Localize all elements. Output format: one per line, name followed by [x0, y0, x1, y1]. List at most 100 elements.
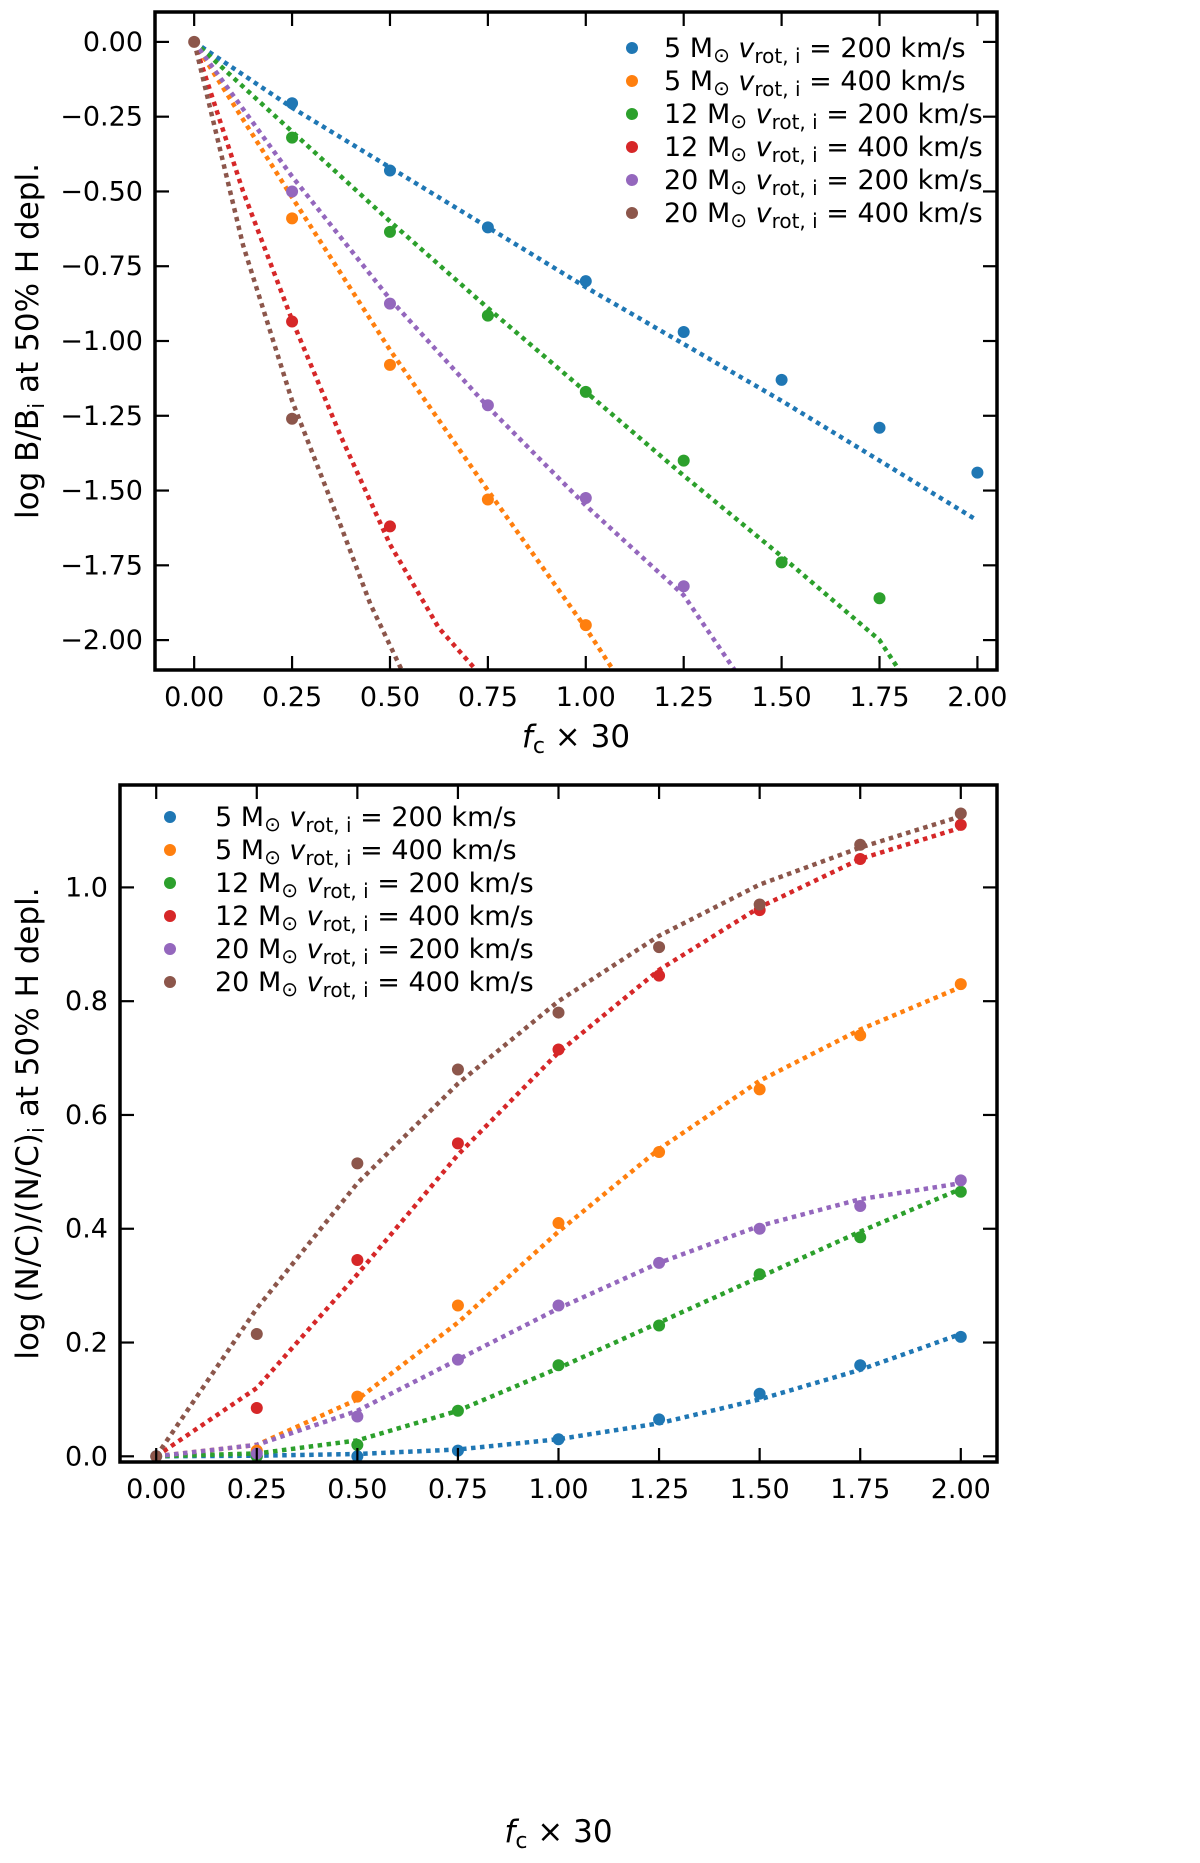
legend-entry-12msun-400: 12 M⊙ vrot, i = 400 km/s — [215, 901, 534, 936]
x-tick-label: 1.00 — [528, 1474, 588, 1505]
fit-line-5msun-400 — [192, 40, 616, 670]
point-12msun-400-1 — [351, 1254, 364, 1267]
point-5msun-400-1 — [383, 358, 396, 371]
point-20msun-200-1 — [383, 297, 396, 310]
x-tick-label: 1.50 — [730, 1474, 790, 1505]
legend-entry-12msun-400: 12 M⊙ vrot, i = 400 km/s — [664, 132, 983, 167]
legend-entry-20msun-200: 20 M⊙ vrot, i = 200 km/s — [664, 165, 983, 200]
legend-marker-5msun-200 — [164, 811, 176, 823]
fit-line-5msun-200 — [192, 40, 979, 523]
y-tick-label: 0.4 — [65, 1214, 108, 1245]
y-tick-label: 0.2 — [65, 1328, 108, 1359]
point-20msun-400-6 — [753, 898, 766, 911]
point-12msun-200-2 — [481, 309, 494, 322]
x-tick-label: 1.25 — [629, 1474, 689, 1505]
legend-marker-12msun-200 — [164, 877, 176, 889]
y-axis-label: log (N/C)/(N/C)i at 50% H depl. — [10, 887, 50, 1359]
point-12msun-200-2 — [451, 1404, 464, 1417]
point-5msun-400-7 — [954, 978, 967, 991]
point-12msun-200-6 — [854, 1231, 867, 1244]
point-20msun-200-2 — [481, 399, 494, 412]
point-20msun-200-2 — [451, 1353, 464, 1366]
x-tick-label: 0.25 — [227, 1474, 287, 1505]
legend-entry-5msun-200: 5 M⊙ vrot, i = 200 km/s — [215, 802, 517, 837]
legend-marker-12msun-200 — [626, 108, 638, 120]
legend-entry-5msun-400: 5 M⊙ vrot, i = 400 km/s — [215, 835, 517, 870]
point-12msun-200-5 — [753, 1268, 766, 1281]
legend-entry-12msun-200: 12 M⊙ vrot, i = 200 km/s — [215, 868, 534, 903]
point-5msun-200-4 — [552, 1433, 565, 1446]
x-tick-label: 0.75 — [428, 1474, 488, 1505]
point-12msun-400-0 — [250, 1401, 263, 1414]
y-tick-label: 0.0 — [65, 1441, 108, 1472]
fit-line-20msun-400 — [192, 41, 404, 670]
point-12msun-200-5 — [775, 556, 788, 569]
x-tick-label: 1.00 — [556, 682, 616, 713]
point-20msun-200-5 — [753, 1222, 766, 1235]
x-tick-label: 1.75 — [849, 682, 909, 713]
point-5msun-400-5 — [753, 1083, 766, 1096]
x-tick-label: 0.25 — [262, 682, 322, 713]
point-20msun-200-6 — [854, 1199, 867, 1212]
point-5msun-400-3 — [552, 1217, 565, 1230]
legend-marker-20msun-200 — [626, 174, 638, 186]
point-12msun-400-1 — [383, 520, 396, 533]
point-5msun-200-2 — [481, 221, 494, 234]
point-20msun-200-4 — [677, 580, 690, 593]
point-5msun-400-1 — [351, 1390, 364, 1403]
legend-entry-20msun-400: 20 M⊙ vrot, i = 400 km/s — [215, 967, 534, 1002]
chart-top-boron: 0.00 0.25 0.50 0.75 1.00 1.25 1.50 1.75 2.00 0.00… — [10, 10, 1007, 759]
x-tick-label: 1.25 — [654, 682, 714, 713]
point-12msun-200-3 — [579, 385, 592, 398]
fit-line-12msun-400 — [154, 825, 962, 1459]
legend-marker-20msun-400 — [626, 207, 638, 219]
legend-marker-20msun-400 — [164, 976, 176, 988]
point-12msun-400-2 — [451, 1137, 464, 1150]
point-12msun-200-4 — [653, 1319, 666, 1332]
legend-marker-5msun-400 — [164, 844, 176, 856]
x-tick-label: 2.00 — [931, 1474, 991, 1505]
point-5msun-200-1 — [383, 164, 396, 177]
y-axis-label: log B/Bi at 50% H depl. — [10, 163, 50, 519]
point-12msun-200-4 — [677, 454, 690, 467]
y-tick-label: 0.8 — [65, 986, 108, 1017]
point-20msun-400-1 — [250, 1327, 263, 1340]
point-5msun-200-5 — [775, 373, 788, 386]
legend-entry-5msun-200: 5 M⊙ vrot, i = 200 km/s — [664, 33, 966, 68]
point-12msun-400-4 — [653, 969, 666, 982]
point-12msun-400-0 — [286, 315, 299, 328]
point-20msun-200-1 — [351, 1410, 364, 1423]
point-12msun-200-1 — [383, 225, 396, 238]
point-20msun-200-7 — [954, 1174, 967, 1187]
point-20msun-400-1 — [286, 412, 299, 425]
y-tick-label: −0.50 — [60, 176, 143, 207]
point-20msun-400-2 — [351, 1157, 364, 1170]
fit-line-5msun-400 — [155, 984, 962, 1459]
x-tick-label: 2.00 — [947, 682, 1007, 713]
fit-line-20msun-200 — [192, 40, 737, 670]
fit-line-12msun-400 — [192, 41, 478, 670]
point-20msun-400-8 — [954, 807, 967, 820]
legend-marker-12msun-400 — [164, 910, 176, 922]
point-5msun-200-3 — [579, 275, 592, 288]
point-20msun-400-0 — [188, 35, 201, 48]
x-tick-label: 0.50 — [360, 682, 420, 713]
point-5msun-200-0 — [286, 97, 299, 110]
point-12msun-400-6 — [854, 852, 867, 865]
legend-marker-12msun-400 — [626, 141, 638, 153]
legend: 5 M⊙ vrot, i = 200 km/s5 M⊙ vrot, i = 40… — [164, 802, 534, 1002]
point-12msun-200-6 — [873, 592, 886, 605]
point-5msun-400-3 — [579, 619, 592, 632]
point-12msun-400-7 — [954, 818, 967, 831]
point-5msun-200-4 — [677, 326, 690, 339]
y-tick-label: −0.25 — [60, 102, 143, 133]
point-5msun-400-2 — [451, 1299, 464, 1312]
point-5msun-200-8 — [954, 1330, 967, 1343]
y-tick-label: 0.00 — [83, 27, 143, 58]
point-20msun-400-4 — [552, 1006, 565, 1019]
y-tick-label: −2.00 — [60, 625, 143, 656]
x-tick-label: 0.75 — [458, 682, 518, 713]
y-tick-label: −0.75 — [60, 251, 143, 282]
legend-entry-20msun-200: 20 M⊙ vrot, i = 200 km/s — [215, 934, 534, 969]
